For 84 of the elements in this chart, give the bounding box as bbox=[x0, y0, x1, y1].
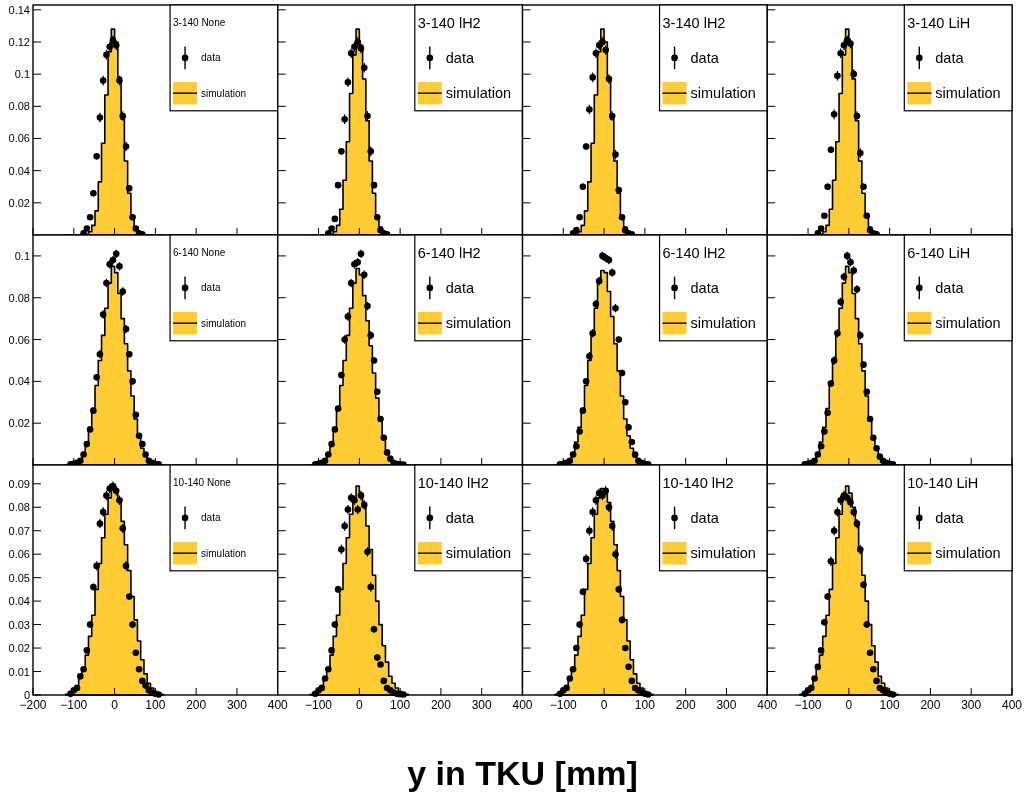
legend-label: data bbox=[935, 279, 965, 296]
y-tick-label: 0.08 bbox=[8, 291, 30, 304]
x-tick-label: −100 bbox=[794, 698, 822, 712]
legend-label: data bbox=[201, 52, 221, 64]
y-tick-label: 0.04 bbox=[8, 595, 30, 608]
y-tick-label: 0.02 bbox=[8, 417, 30, 430]
legend-label: simulation bbox=[445, 85, 512, 102]
x-tick-label: 400 bbox=[267, 698, 289, 712]
legend-label: data bbox=[690, 49, 720, 66]
y-tick-label: 0 bbox=[23, 689, 30, 701]
y-tick-label: 0.14 bbox=[8, 3, 30, 16]
y-tick-label: 0.03 bbox=[8, 618, 30, 631]
legend-title: 3-140 lH2 bbox=[662, 14, 726, 31]
y-tick-label: 0.12 bbox=[8, 35, 30, 48]
y-tick-label: 0.06 bbox=[8, 548, 30, 561]
x-axis-title: y in TKU [mm] bbox=[407, 754, 638, 792]
legend-label: simulation bbox=[935, 85, 1001, 102]
legend-label: simulation bbox=[935, 545, 1001, 562]
legend-label: simulation bbox=[201, 317, 247, 329]
legend-title: 10-140 None bbox=[173, 477, 232, 489]
legend-title: 3-140 lH2 bbox=[417, 14, 481, 31]
y-tick-label: 0.02 bbox=[8, 642, 30, 655]
x-tick-label: 200 bbox=[920, 698, 941, 712]
x-tick-label: −100 bbox=[549, 698, 578, 712]
y-tick-label: 0.04 bbox=[8, 375, 30, 388]
legend-label: data bbox=[935, 509, 965, 526]
legend-label: simulation bbox=[690, 545, 756, 562]
x-tick-label: −100 bbox=[305, 698, 333, 712]
legend-label: data bbox=[445, 509, 475, 526]
x-tick-label: 100 bbox=[879, 698, 900, 712]
x-tick-label: 300 bbox=[226, 698, 248, 712]
x-tick-label: 400 bbox=[1001, 698, 1023, 712]
x-tick-label: 300 bbox=[961, 698, 982, 712]
x-tick-label: 400 bbox=[757, 698, 778, 712]
x-tick-label: 0 bbox=[600, 698, 608, 712]
x-tick-label: 200 bbox=[675, 698, 696, 712]
x-tick-label: 300 bbox=[471, 698, 493, 712]
x-tick-label: 0 bbox=[355, 698, 363, 712]
legend-label: data bbox=[201, 512, 221, 524]
x-tick-label: 400 bbox=[512, 698, 533, 712]
legend-title: 3-140 LiH bbox=[907, 14, 971, 31]
x-tick-label: 300 bbox=[716, 698, 737, 712]
legend-title: 10-140 lH2 bbox=[662, 474, 734, 491]
x-tick-label: 0 bbox=[111, 698, 119, 712]
x-tick-label: 100 bbox=[634, 698, 656, 712]
legend-label: simulation bbox=[690, 85, 756, 102]
x-tick-label: 200 bbox=[186, 698, 207, 712]
y-tick-label: 0.06 bbox=[8, 132, 30, 145]
y-tick-label: 0.08 bbox=[8, 501, 30, 514]
legend-label: simulation bbox=[935, 315, 1001, 332]
legend-label: simulation bbox=[445, 545, 512, 562]
x-tick-label: −200 bbox=[19, 698, 47, 712]
y-tick-label: 0.01 bbox=[8, 665, 30, 678]
y-tick-label: 0.02 bbox=[8, 196, 30, 209]
legend-title: 6-140 None bbox=[173, 247, 226, 259]
legend-label: data bbox=[201, 282, 221, 294]
x-tick-label: 100 bbox=[145, 698, 166, 712]
legend-title: 6-140 lH2 bbox=[662, 244, 726, 261]
y-tick-label: 0.08 bbox=[8, 100, 30, 113]
y-tick-label: 0.09 bbox=[8, 477, 30, 490]
legend-title: 10-140 lH2 bbox=[417, 474, 489, 491]
y-tick-label: 0.05 bbox=[8, 571, 30, 584]
legend-label: data bbox=[690, 509, 720, 526]
legend-label: simulation bbox=[445, 315, 512, 332]
y-tick-label: 0.1 bbox=[14, 249, 30, 262]
x-tick-label: 100 bbox=[390, 698, 411, 712]
legend-label: data bbox=[690, 279, 720, 296]
legend-label: simulation bbox=[201, 547, 247, 559]
legend-label: simulation bbox=[690, 315, 756, 332]
legend-title: 3-140 None bbox=[173, 17, 226, 29]
x-tick-label: 200 bbox=[430, 698, 452, 712]
legend-title: 10-140 LiH bbox=[907, 474, 979, 491]
x-tick-label: −100 bbox=[60, 698, 88, 712]
legend-title: 6-140 LiH bbox=[907, 244, 971, 261]
y-tick-label: 0.1 bbox=[14, 68, 30, 81]
x-tick-label: 0 bbox=[845, 698, 853, 712]
legend-title: 6-140 lH2 bbox=[417, 244, 481, 261]
y-tick-label: 0.06 bbox=[8, 333, 30, 346]
y-tick-label: 0.07 bbox=[8, 524, 30, 537]
legend-label: simulation bbox=[201, 87, 247, 99]
legend-label: data bbox=[935, 49, 965, 66]
y-tick-label: 0.04 bbox=[8, 164, 30, 177]
legend-label: data bbox=[445, 49, 475, 66]
legend-label: data bbox=[445, 279, 475, 296]
